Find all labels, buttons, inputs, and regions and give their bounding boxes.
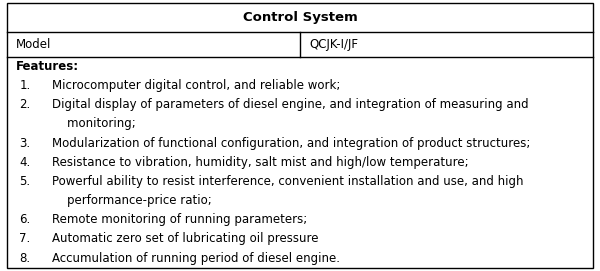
Text: Digital display of parameters of diesel engine, and integration of measuring and: Digital display of parameters of diesel … <box>52 98 529 111</box>
Text: monitoring;: monitoring; <box>52 118 136 131</box>
Text: Accumulation of running period of diesel engine.: Accumulation of running period of diesel… <box>52 252 340 265</box>
Text: Model: Model <box>16 38 52 51</box>
Text: Resistance to vibration, humidity, salt mist and high/low temperature;: Resistance to vibration, humidity, salt … <box>52 156 469 169</box>
Text: 6.: 6. <box>19 213 31 226</box>
Text: 1.: 1. <box>19 79 31 92</box>
Text: Remote monitoring of running parameters;: Remote monitoring of running parameters; <box>52 213 307 226</box>
Text: 3.: 3. <box>19 137 31 150</box>
Text: 7.: 7. <box>19 233 31 246</box>
Text: QCJK-I/JF: QCJK-I/JF <box>309 38 358 51</box>
Text: Automatic zero set of lubricating oil pressure: Automatic zero set of lubricating oil pr… <box>52 233 319 246</box>
Text: Powerful ability to resist interference, convenient installation and use, and hi: Powerful ability to resist interference,… <box>52 175 524 188</box>
Text: 4.: 4. <box>19 156 31 169</box>
Text: 5.: 5. <box>19 175 31 188</box>
Text: Modularization of functional configuration, and integration of product structure: Modularization of functional configurati… <box>52 137 530 150</box>
Text: Control System: Control System <box>242 11 358 24</box>
Text: performance-price ratio;: performance-price ratio; <box>52 194 212 207</box>
Text: 2.: 2. <box>19 98 31 111</box>
Text: 8.: 8. <box>19 252 31 265</box>
Text: Microcomputer digital control, and reliable work;: Microcomputer digital control, and relia… <box>52 79 341 92</box>
Text: Features:: Features: <box>16 60 79 73</box>
